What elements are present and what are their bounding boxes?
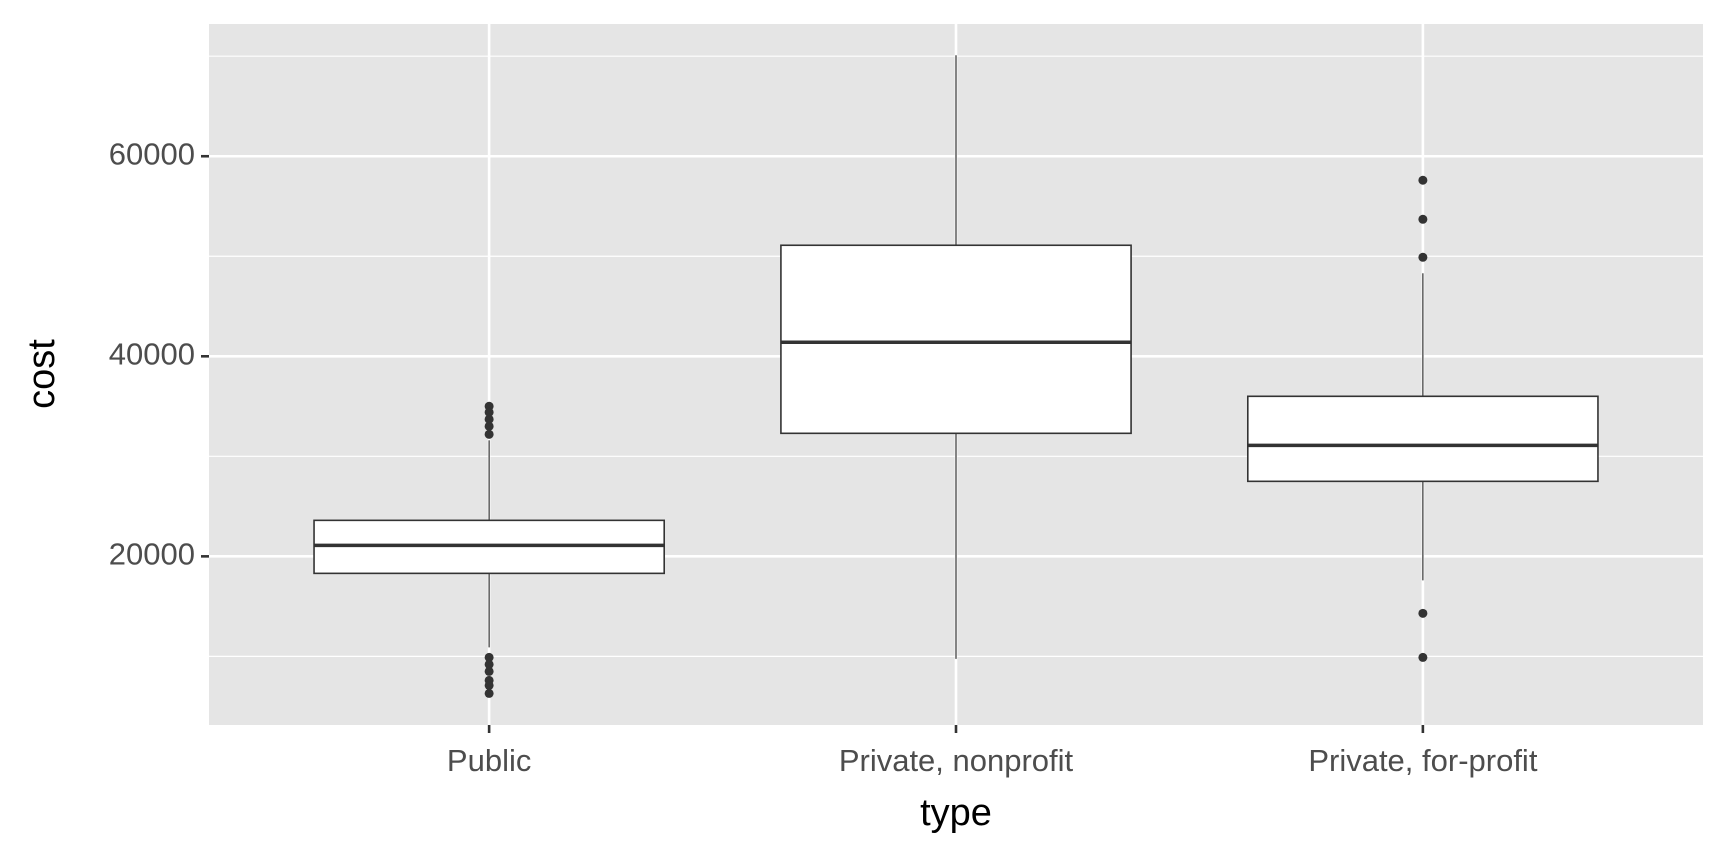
outlier [484, 666, 494, 676]
box [1246, 395, 1599, 483]
x-tick-label: Private, nonprofit [839, 743, 1074, 778]
outlier [1418, 652, 1428, 662]
outlier [484, 688, 494, 698]
y-tick-label: 40000 [109, 336, 195, 371]
outlier [484, 680, 494, 690]
outlier [1418, 214, 1428, 224]
outlier [1418, 175, 1428, 185]
outlier [1418, 252, 1428, 262]
box [780, 244, 1132, 435]
y-tick-label: 20000 [109, 537, 195, 572]
outlier [484, 429, 494, 439]
outlier [484, 407, 494, 417]
x-axis-title: type [920, 792, 992, 834]
outlier [484, 652, 494, 662]
outlier [1418, 608, 1428, 618]
outlier [484, 414, 494, 424]
x-tick-label: Private, for-profit [1308, 743, 1538, 778]
outlier [484, 659, 494, 669]
outlier [484, 421, 494, 431]
y-axis-title: cost [21, 339, 63, 409]
y-tick-label: 60000 [109, 136, 195, 171]
x-tick-label: Public [447, 743, 531, 778]
